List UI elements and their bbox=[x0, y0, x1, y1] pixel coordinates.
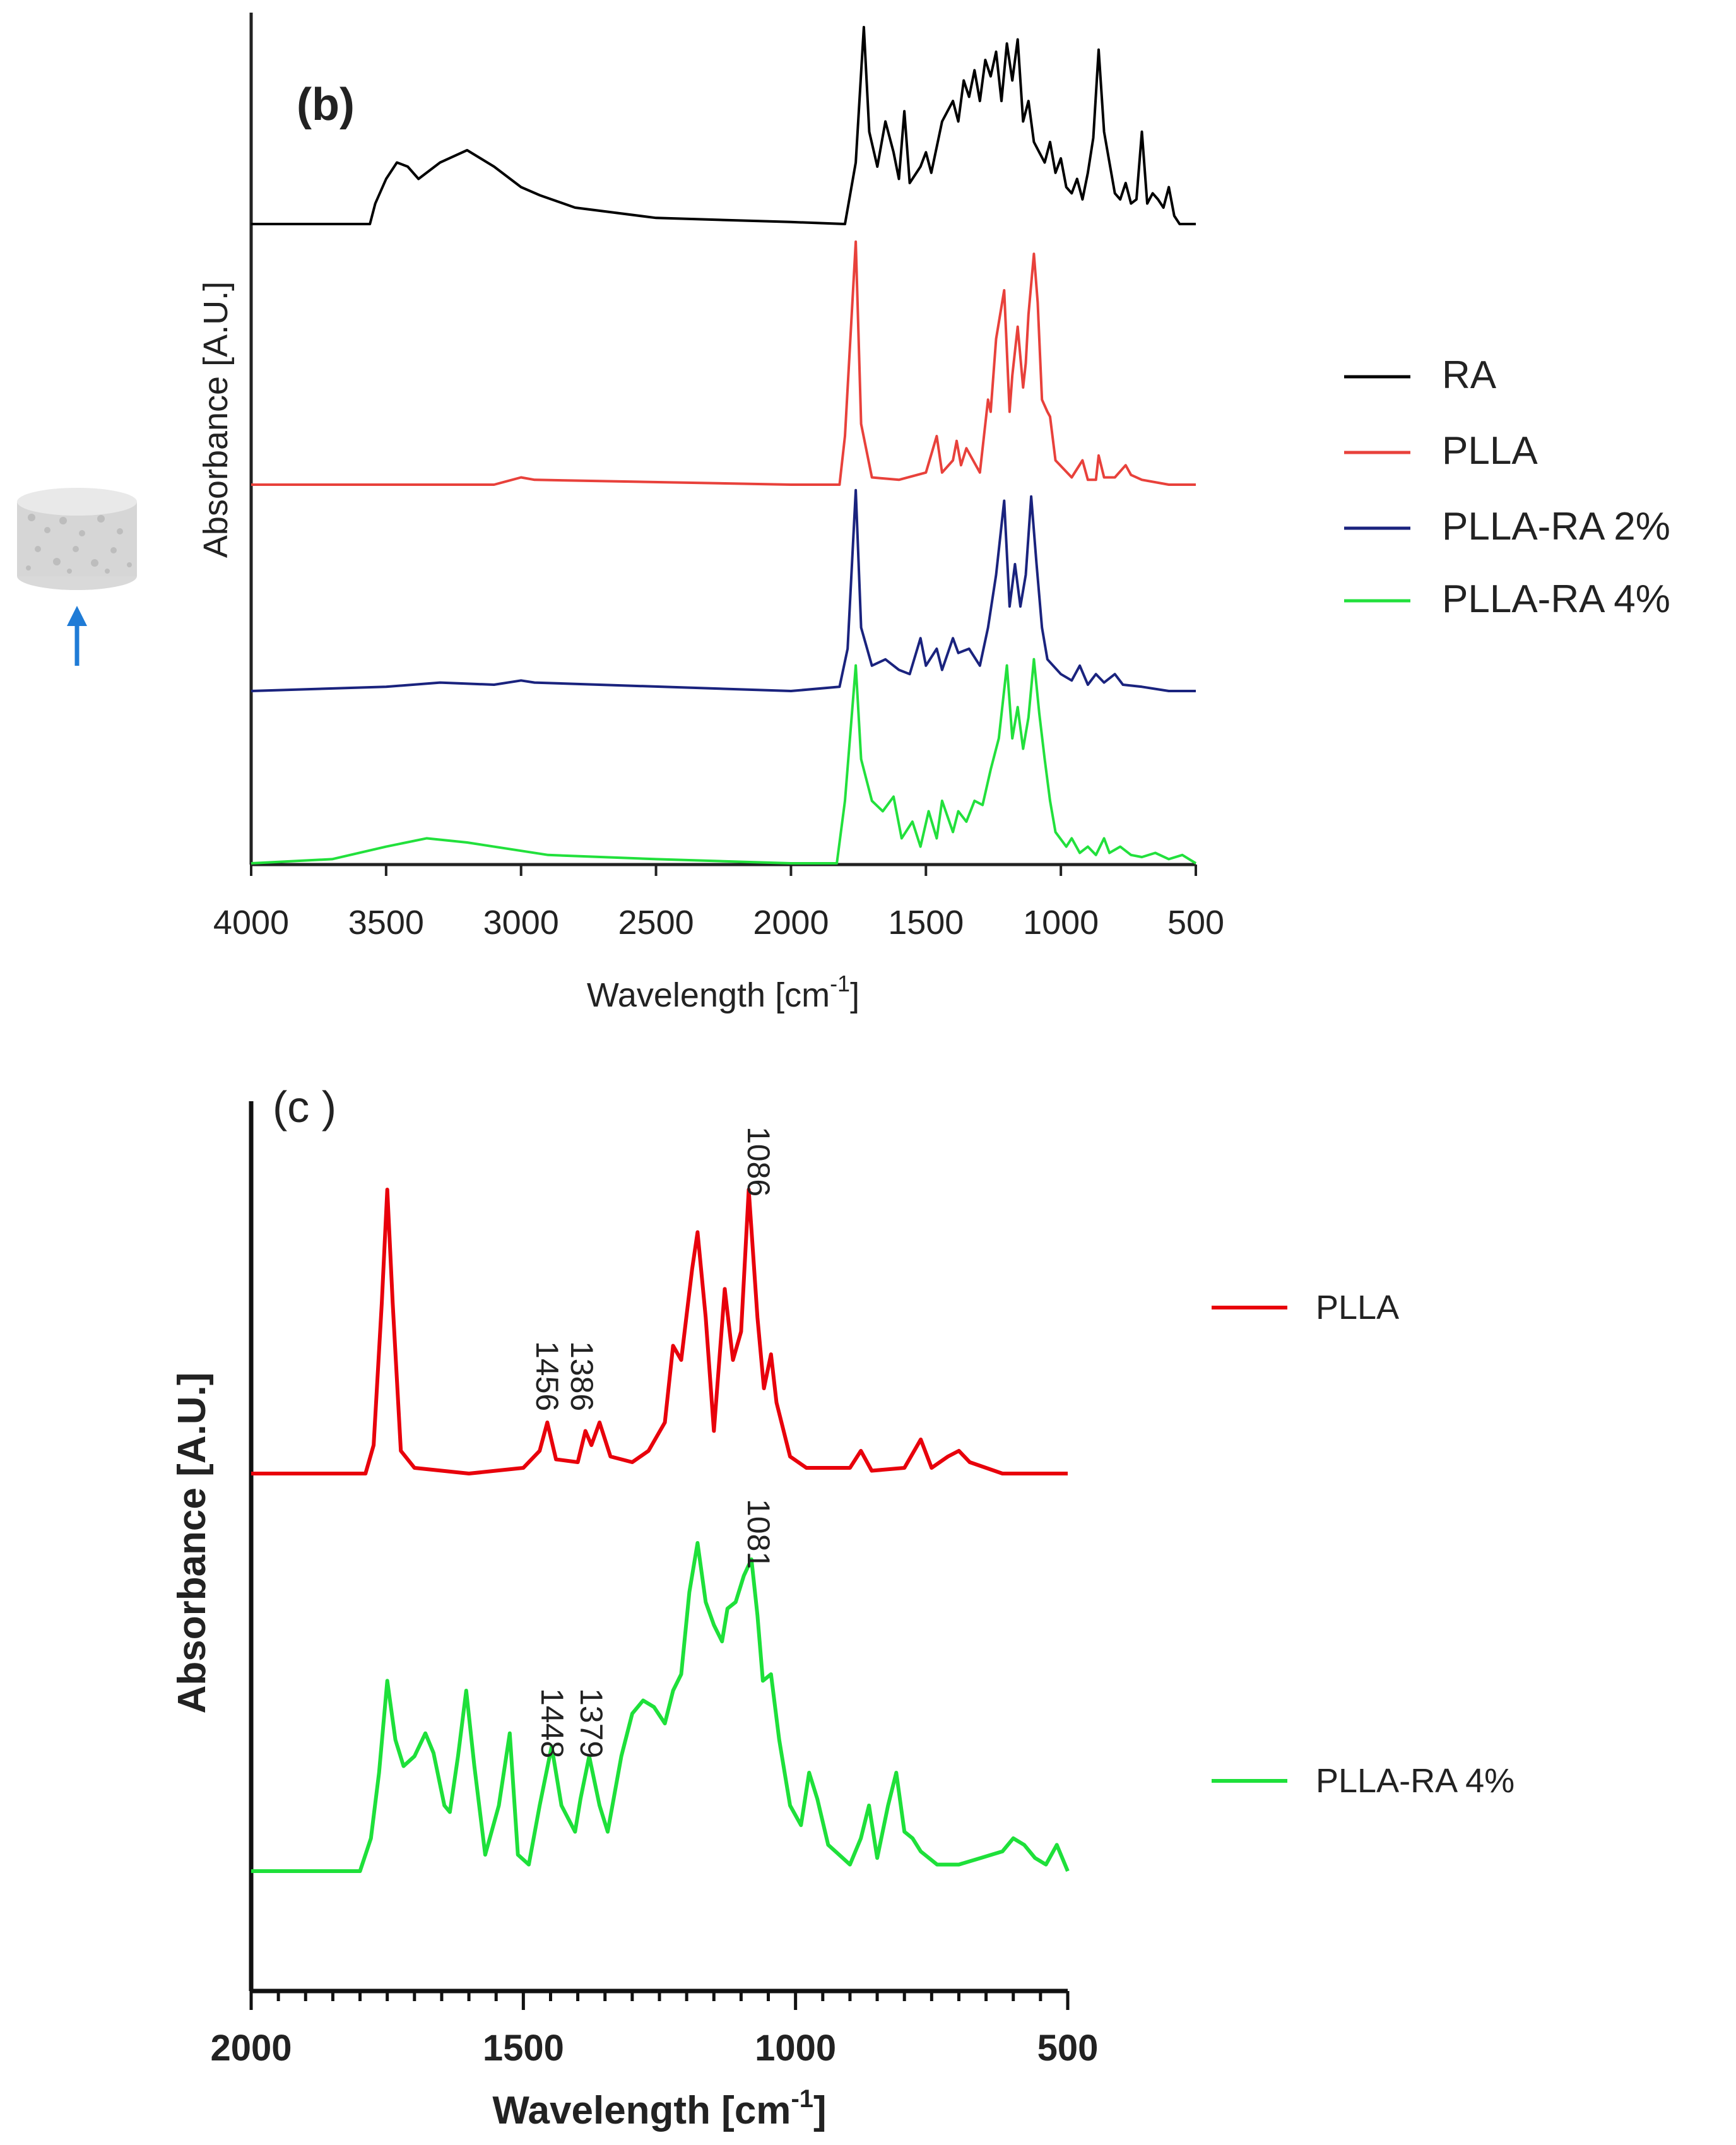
panel-b-y-axis-label: Absorbance [A.U.] bbox=[197, 281, 235, 558]
panel-b-tick-label: 1500 bbox=[888, 904, 964, 942]
panel-c-series-line-2 bbox=[251, 1541, 1070, 1873]
panel-c-annotations: 1086 1456 1386 1081 1448 1379 bbox=[529, 1126, 776, 1758]
panel-b-tick-label: 3000 bbox=[483, 904, 559, 942]
panel-c-peak-annotation: 1386 bbox=[564, 1341, 599, 1411]
panel-b-legend-label: PLLA bbox=[1442, 429, 1538, 473]
panel-b-tick-label: 3500 bbox=[348, 904, 424, 942]
panel-c-series-line-1 bbox=[251, 1188, 1068, 1475]
panel-b-x-ticks: 4000 3500 3000 2500 2000 1500 1000 500 bbox=[213, 865, 1224, 942]
panel-c-tick-label: 2000 bbox=[210, 2028, 292, 2069]
panel-c-tick-label: 1500 bbox=[483, 2028, 564, 2069]
panel-c-legend-label: PLLA bbox=[1316, 1289, 1399, 1327]
panel-c-x-axis-label: Wavelength [cm-1] bbox=[492, 2085, 826, 2132]
panel-b-series bbox=[251, 26, 1197, 865]
panel-b-legend-label: PLLA-RA 2% bbox=[1442, 505, 1670, 548]
panel-b-tick-label: 4000 bbox=[213, 904, 289, 942]
panel-b-legend-label: RA bbox=[1442, 353, 1497, 397]
panel-b-series-line-3 bbox=[251, 488, 1196, 692]
panel-b-x-axis-label: Wavelength [cm-1] bbox=[587, 971, 859, 1014]
panel-b-series-line-2 bbox=[251, 240, 1196, 486]
panel-c-peak-annotation: 1081 bbox=[741, 1499, 776, 1569]
up-arrow-icon bbox=[67, 606, 87, 666]
panel-b-tick-label: 500 bbox=[1167, 904, 1224, 942]
panel-c-series bbox=[251, 1188, 1070, 1873]
panel-c-chart: (c ) 2000 1500 1000 500 1086 1456 1386 1081 144… bbox=[170, 1082, 1515, 2132]
panel-c-tick-label: 500 bbox=[1037, 2028, 1099, 2069]
panel-b-series-line-4 bbox=[251, 658, 1197, 865]
panel-b-tick-label: 2500 bbox=[618, 904, 694, 942]
panel-b-chart: (b) 4000 3500 3000 2500 2000 1500 1000 500 Wave… bbox=[197, 13, 1670, 1014]
panel-c-x-ticks: 2000 1500 1000 500 bbox=[210, 1991, 1098, 2069]
panel-c-label: (c ) bbox=[273, 1082, 336, 1132]
panel-c-peak-annotation: 1448 bbox=[534, 1688, 570, 1758]
panel-c-peak-annotation: 1086 bbox=[741, 1126, 776, 1197]
panel-c-legend: PLLA PLLA-RA 4% bbox=[1212, 1289, 1515, 1800]
panel-c-y-axis-label: Absorbance [A.U.] bbox=[170, 1373, 214, 1714]
scaffold-icon bbox=[17, 488, 137, 590]
panel-b-tick-label: 2000 bbox=[753, 904, 829, 942]
panel-b-tick-label: 1000 bbox=[1023, 904, 1099, 942]
panel-b-legend-label: PLLA-RA 4% bbox=[1442, 577, 1670, 621]
panel-c-peak-annotation: 1379 bbox=[574, 1688, 609, 1758]
panel-b-label: (b) bbox=[297, 80, 355, 130]
panel-b-legend: RA PLLA PLLA-RA 2% PLLA-RA 4% bbox=[1344, 353, 1670, 621]
panel-c-tick-label: 1000 bbox=[755, 2028, 836, 2069]
panel-c-legend-label: PLLA-RA 4% bbox=[1316, 1762, 1515, 1800]
panel-c-peak-annotation: 1456 bbox=[529, 1341, 565, 1411]
panel-b-series-line-1 bbox=[251, 26, 1196, 225]
